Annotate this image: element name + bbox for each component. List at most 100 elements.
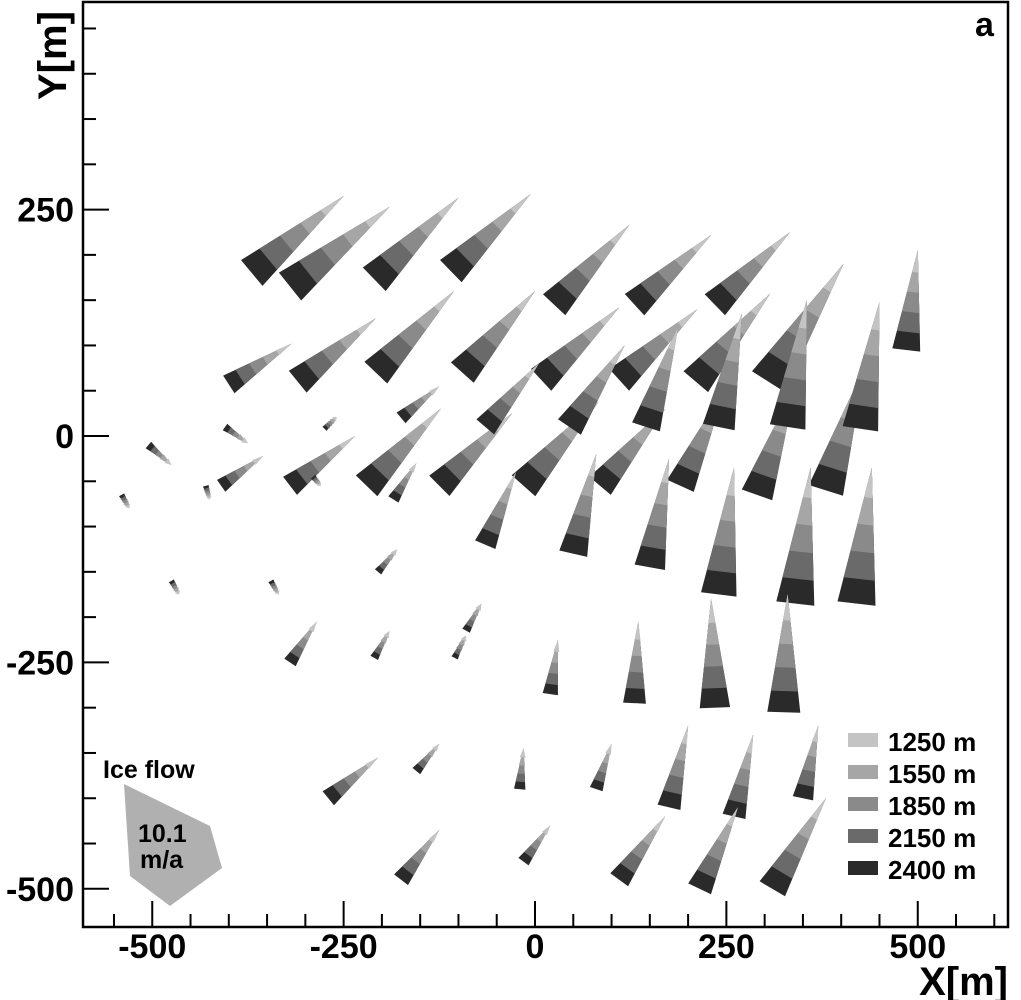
flow-arrow [440, 194, 531, 283]
arrow-layer-1250m [783, 594, 791, 621]
flow-arrow [767, 594, 801, 713]
legend-swatch [848, 733, 878, 747]
flow-arrow [278, 206, 390, 301]
x-tick-label: 0 [526, 928, 545, 966]
y-tick-label: -500 [6, 871, 74, 909]
scale-arrow-title: Ice flow [103, 756, 195, 784]
flow-arrow [542, 639, 560, 696]
arrow-layer-1250m [434, 291, 454, 312]
flow-arrow [589, 743, 612, 792]
arrow-layer-1250m [803, 467, 812, 499]
arrow-layer-1250m [610, 225, 630, 245]
arrow-layer-1250m [390, 549, 398, 557]
flow-arrow [623, 621, 646, 704]
arrow-layer-1250m [365, 206, 390, 228]
flow-arrow [892, 250, 921, 352]
flow-arrow [322, 417, 337, 431]
arrow-layer-1250m [437, 197, 459, 219]
scale-arrow-unit: m/a [140, 846, 184, 874]
flow-arrow [283, 436, 356, 495]
flow-arrow [837, 467, 876, 606]
flow-arrow [792, 725, 819, 801]
scale-arrow-value: 10.1 [138, 820, 187, 848]
arrow-layer-1250m [316, 481, 322, 486]
legend-label: 1850 m [888, 791, 976, 821]
arrow-layer-1250m [668, 327, 679, 351]
x-tick-label: 500 [889, 928, 946, 966]
flow-arrow [624, 235, 712, 316]
x-axis-title: X[m] [919, 960, 1008, 1000]
flow-arrow [450, 291, 535, 383]
axis-tick-labels: -500 -250 0 250 500 -500 -250 0 250 [6, 192, 946, 966]
arrow-layer-1250m [751, 293, 770, 316]
flow-arrow [284, 621, 317, 667]
arrow-layer-1250m [588, 454, 597, 477]
flow-arrow [610, 816, 666, 887]
flow-arrow [769, 300, 807, 430]
arrow-layer-1250m [798, 300, 807, 329]
arrow-layer-1250m [553, 639, 560, 653]
legend-swatch [848, 829, 878, 843]
arrow-layer-1250m [823, 263, 844, 293]
axis-ticks [83, 27, 996, 927]
arrow-layer-1250m [811, 798, 826, 820]
arrow-layer-1250m [708, 599, 716, 623]
flow-arrow [842, 302, 880, 432]
arrow-layer-1250m [475, 603, 482, 611]
flow-arrow [514, 748, 526, 790]
arrow-layer-1250m [599, 307, 620, 326]
arrow-layer-1250m [460, 635, 467, 642]
arrow-layer-1250m [432, 743, 440, 752]
flow-arrow [722, 734, 754, 819]
arrow-layer-1250m [422, 408, 441, 429]
flow-arrow [394, 829, 440, 886]
scale-arrow: Ice flow 10.1 m/a [103, 756, 222, 906]
legend-label: 1550 m [888, 759, 976, 789]
y-tick-label: -250 [6, 644, 74, 682]
flow-arrow [388, 463, 417, 503]
y-tick-label: 250 [17, 192, 74, 230]
arrow-layer-1250m [746, 734, 754, 754]
arrow-layer-1250m [516, 291, 535, 312]
flow-arrow [688, 807, 738, 895]
flow-arrow [202, 485, 212, 500]
arrow-layer-1250m [205, 495, 212, 500]
x-tick-label: -250 [310, 928, 378, 966]
arrow-layer-1250m [871, 302, 880, 331]
arrow-layer-1250m [510, 194, 531, 214]
flow-arrow [374, 549, 398, 575]
arrow-layer-1250m [677, 309, 698, 328]
flow-arrow [476, 363, 539, 435]
plot-frame [81, 0, 1010, 929]
arrow-layer-1250m [241, 437, 248, 444]
scale-arrow-shape [124, 784, 222, 906]
arrow-layer-1250m [339, 436, 356, 450]
arrow-layer-1250m [164, 458, 172, 465]
arrows-layer [119, 194, 921, 897]
arrow-layer-1250m [652, 816, 666, 833]
arrow-layer-1250m [912, 250, 919, 273]
arrow-layer-1250m [332, 417, 337, 422]
arrow-layer-1250m [308, 621, 317, 633]
flow-arrow [222, 423, 248, 444]
arrow-layer-1250m [519, 748, 526, 758]
flow-arrow [701, 467, 737, 597]
flow-arrow [462, 603, 482, 633]
flow-arrow [355, 408, 441, 497]
x-tick-label: 250 [698, 928, 755, 966]
flow-arrow [699, 599, 731, 709]
arrow-layer-1250m [605, 743, 612, 755]
flow-arrow [704, 232, 790, 316]
arrow-layer-1250m [321, 196, 344, 216]
legend-label: 2150 m [888, 823, 976, 853]
flow-arrow [241, 196, 344, 286]
legend-swatch [848, 765, 878, 779]
flow-arrow [558, 345, 625, 435]
flow-arrow [145, 441, 172, 465]
flow-arrow [370, 630, 390, 660]
legend-swatch [848, 861, 878, 875]
arrow-layer-1250m [356, 318, 376, 335]
flow-arrow [217, 455, 264, 492]
